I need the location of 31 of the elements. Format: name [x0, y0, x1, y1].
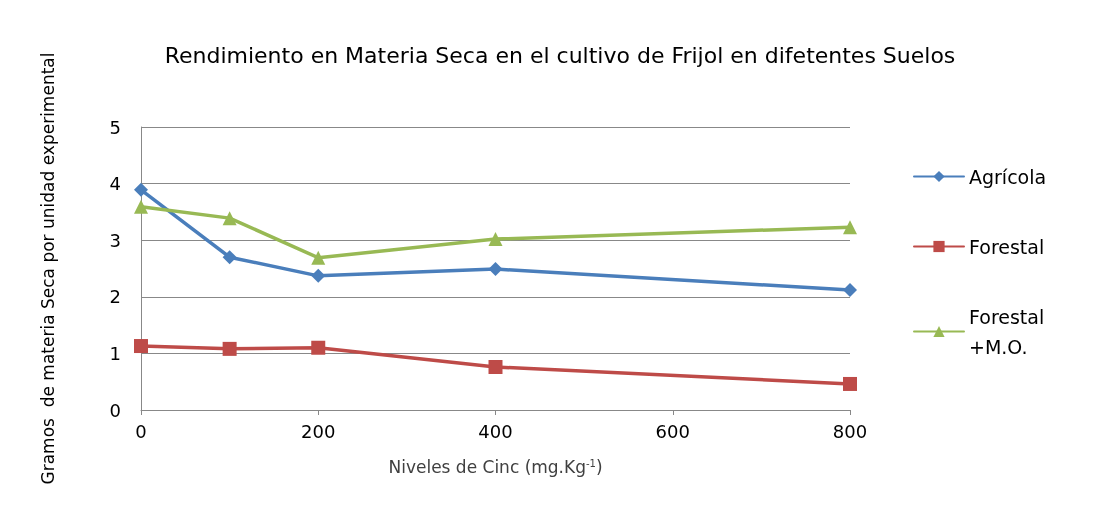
point: [488, 232, 503, 247]
point: [222, 341, 237, 356]
legend-label: Agrícola: [969, 165, 1047, 188]
y-tick-label: 5: [109, 116, 121, 138]
x-tick-label: 600: [655, 420, 690, 442]
y-tick-label: 3: [109, 229, 121, 251]
point: [843, 376, 857, 391]
chart-title: Rendimiento en Materia Seca en el cultivo de Frijol en difetentes Suelos: [164, 42, 956, 68]
y-tick-label: 1: [109, 342, 121, 364]
point: [843, 220, 857, 235]
point: [843, 283, 857, 298]
point: [222, 250, 237, 265]
point: [222, 211, 237, 226]
point: [488, 359, 503, 374]
y-tick-label: 4: [109, 173, 121, 195]
point: [311, 268, 326, 283]
y-tick-label: 0: [109, 399, 121, 421]
point: [134, 182, 148, 197]
point: [311, 250, 326, 265]
legend-label: Forestal +M.O.: [969, 305, 1051, 358]
y-axis-title: Gramos de materia Seca por unidad experimental: [38, 52, 58, 485]
x-tick-label: 800: [832, 420, 868, 442]
point: [134, 339, 148, 354]
point: [134, 199, 148, 214]
point: [311, 340, 326, 355]
x-tick-label: 0: [135, 420, 147, 442]
x-tick-label: 200: [301, 420, 336, 442]
y-tick-label: 2: [109, 286, 121, 308]
point: [488, 262, 503, 277]
legend-label: Forestal: [969, 235, 1045, 258]
x-tick-label: 400: [478, 420, 513, 442]
